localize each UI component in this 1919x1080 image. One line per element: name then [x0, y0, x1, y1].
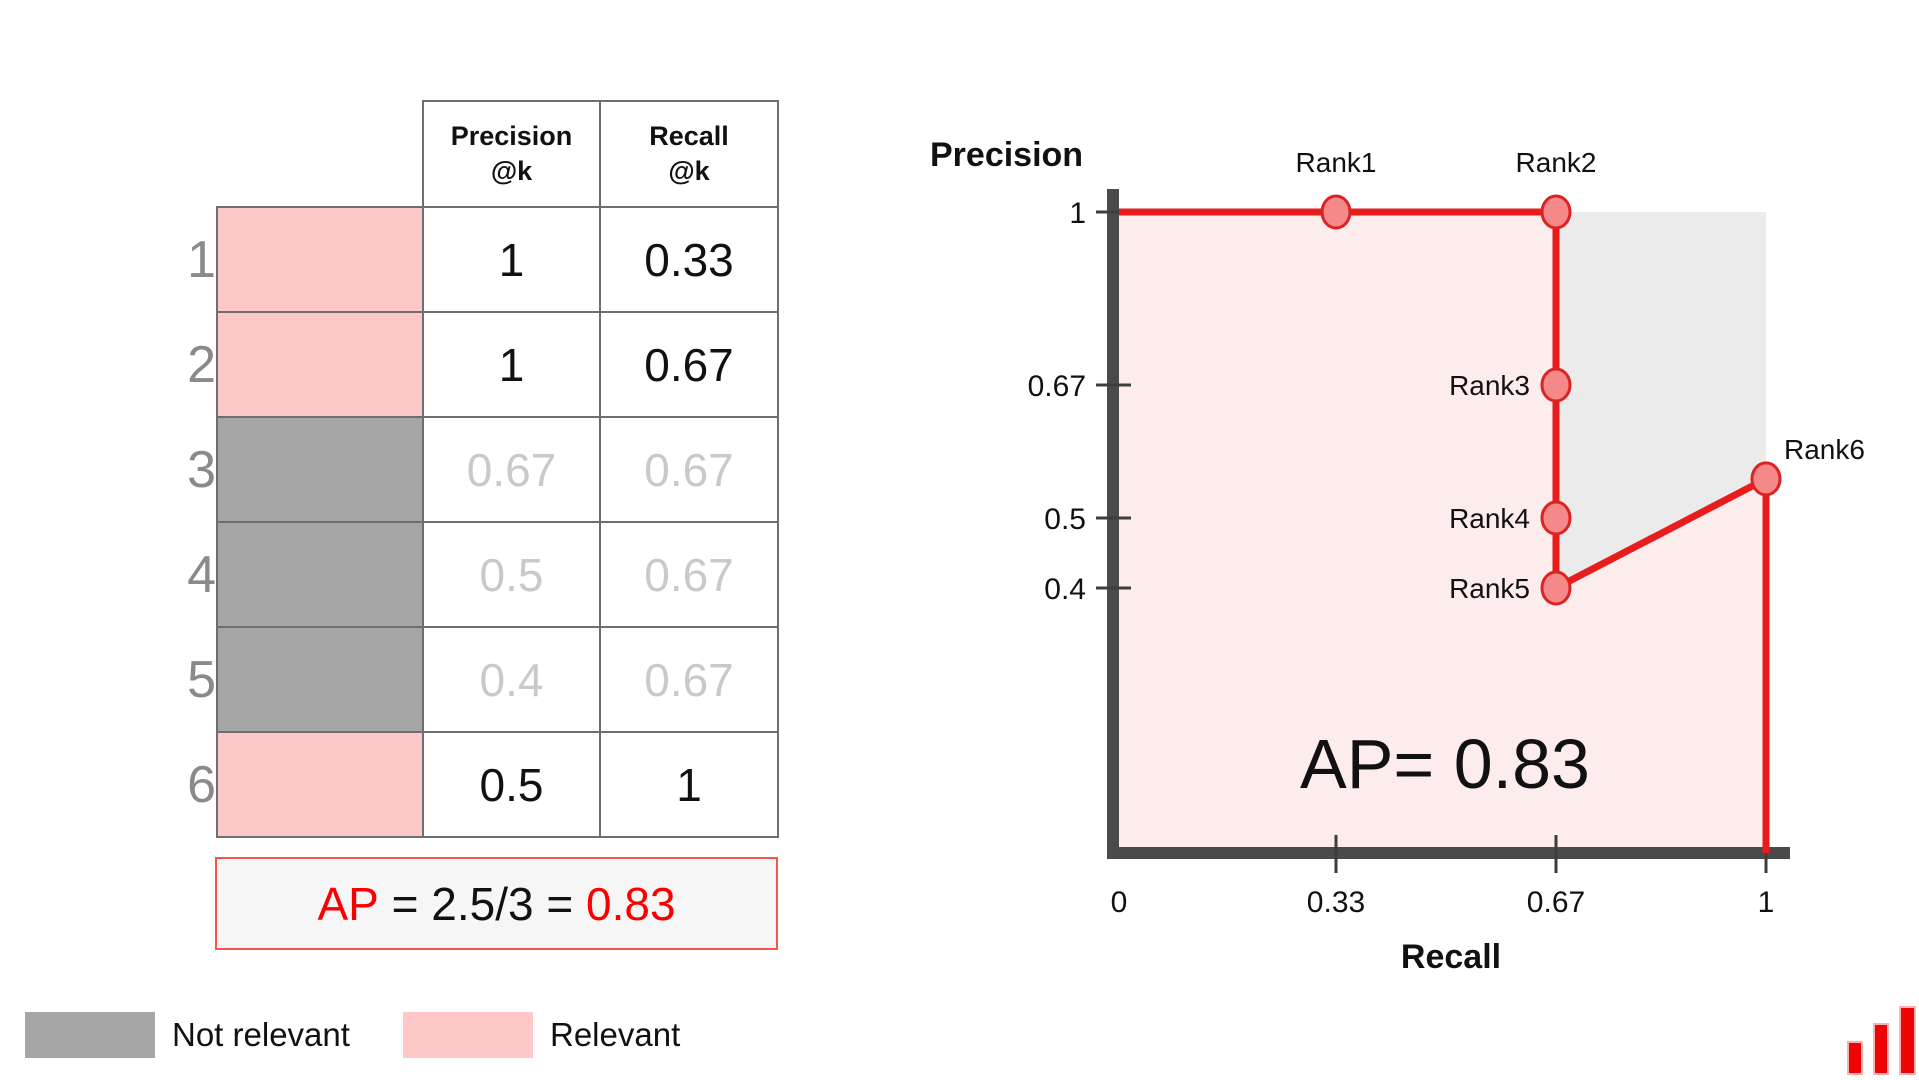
table-row: 3 0.67 0.67 — [150, 416, 779, 523]
x-tick-label: 1 — [1758, 886, 1775, 919]
y-axis-title: Precision — [930, 136, 1084, 174]
table-row: 6 0.5 1 — [150, 731, 779, 838]
precision-cell: 1 — [422, 206, 601, 313]
rank-label: Rank2 — [1516, 147, 1597, 178]
table-row: 5 0.4 0.67 — [150, 626, 779, 733]
rank-label: Rank4 — [1449, 503, 1530, 534]
table-header-row: Precision @k Recall @k — [150, 100, 779, 208]
relevant-swatch — [403, 1012, 533, 1058]
ap-summary-box: AP = 2.5/3 = 0.83 — [215, 857, 778, 950]
recall-cell: 0.67 — [599, 521, 779, 628]
rank-marker — [1540, 194, 1572, 230]
y-tick-label: 0.4 — [1044, 573, 1086, 606]
rank-marker — [1750, 461, 1782, 497]
legend-label: Relevant — [550, 1016, 681, 1053]
logo-bar — [1873, 1023, 1889, 1075]
table-row: 2 1 0.67 — [150, 311, 779, 418]
rank-number: 2 — [187, 335, 216, 394]
rank-marker — [1540, 500, 1572, 536]
area-under-curve — [1119, 212, 1766, 853]
logo-bar — [1899, 1006, 1916, 1075]
rank-number: 1 — [187, 230, 216, 289]
ap-annotation: AP= 0.83 — [1300, 725, 1590, 803]
rank-marker — [1540, 367, 1572, 403]
relevance-cell — [216, 521, 424, 628]
recall-cell: 0.67 — [599, 416, 779, 523]
x-axis-title: Recall — [1400, 938, 1502, 976]
y-tick-label: 0.5 — [1044, 503, 1086, 536]
column-header-precision: Precision @k — [422, 100, 601, 208]
precision-recall-table: Precision @k Recall @k 1 1 0.33 2 1 0.67… — [150, 100, 779, 838]
relevance-cell — [216, 311, 424, 418]
x-tick-label: 0.33 — [1307, 886, 1365, 919]
x-tick-label: 0 — [1111, 886, 1128, 919]
table-row: 4 0.5 0.67 — [150, 521, 779, 628]
rank-label: Rank6 — [1784, 434, 1865, 465]
recall-cell: 0.67 — [599, 311, 779, 418]
rank-number: 6 — [187, 755, 216, 814]
rank-label: Rank3 — [1449, 370, 1530, 401]
legend-item-not-relevant: Not relevant — [25, 1012, 350, 1058]
rank-number: 4 — [187, 545, 216, 604]
recall-cell: 1 — [599, 731, 779, 838]
precision-cell: 0.5 — [422, 521, 601, 628]
ap-summary-middle: = 2.5/3 = — [378, 877, 586, 930]
rank-number: 3 — [187, 440, 216, 499]
table-row: 1 1 0.33 — [150, 206, 779, 313]
y-axis — [1107, 189, 1119, 859]
header-line: Recall — [649, 120, 729, 151]
gap-area — [1556, 212, 1766, 588]
header-line: @k — [490, 156, 533, 186]
rank-label: Rank1 — [1296, 147, 1377, 178]
precision-cell: 1 — [422, 311, 601, 418]
y-tick-label: 1 — [1069, 197, 1086, 230]
rank-marker — [1320, 194, 1352, 230]
recall-cell: 0.33 — [599, 206, 779, 313]
logo-bar — [1847, 1041, 1863, 1075]
header-line: Precision — [450, 120, 573, 151]
y-tick-label: 0.67 — [1028, 370, 1086, 403]
precision-cell: 0.4 — [422, 626, 601, 733]
rank-number: 5 — [187, 650, 216, 709]
ap-summary-prefix: AP — [317, 877, 379, 930]
relevance-cell — [216, 416, 424, 523]
ap-summary-value: 0.83 — [586, 877, 676, 930]
rank-marker — [1540, 570, 1572, 606]
column-header-recall: Recall @k — [599, 100, 779, 208]
rank-label: Rank5 — [1449, 573, 1530, 604]
precision-cell: 0.67 — [422, 416, 601, 523]
precision-cell: 0.5 — [422, 731, 601, 838]
not-relevant-swatch — [25, 1012, 155, 1058]
header-line: @k — [668, 156, 710, 186]
relevance-cell — [216, 731, 424, 838]
relevance-cell — [216, 206, 424, 313]
legend-item-relevant: Relevant — [403, 1012, 680, 1058]
x-tick-label: 0.67 — [1527, 886, 1585, 919]
legend-label: Not relevant — [172, 1016, 350, 1053]
relevance-cell — [216, 626, 424, 733]
recall-cell: 0.67 — [599, 626, 779, 733]
x-axis — [1107, 847, 1790, 859]
